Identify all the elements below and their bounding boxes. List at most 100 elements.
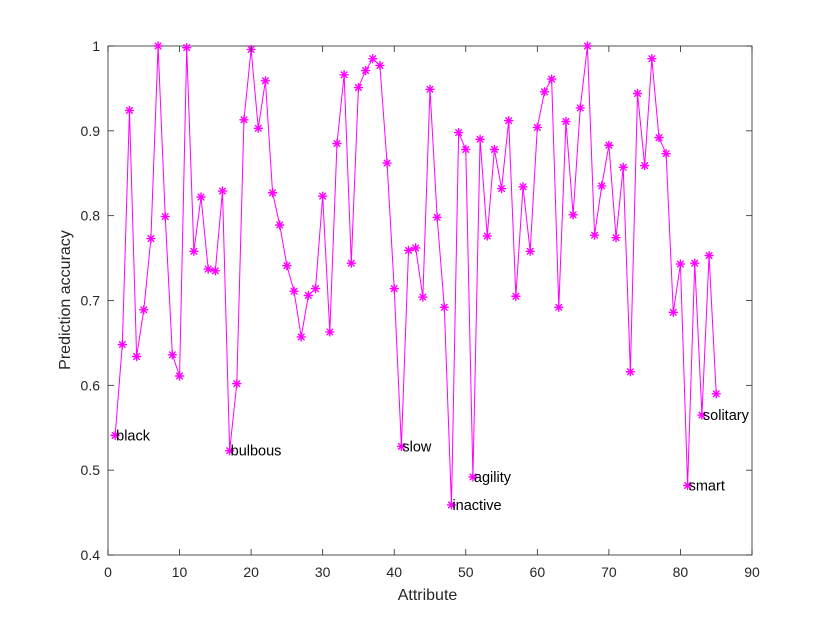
data-point [468,472,478,482]
data-point [546,74,557,84]
data-point [382,158,392,168]
data-point [511,291,521,301]
x-tick-label: 0 [104,564,112,580]
data-point [690,258,700,268]
data-point [396,441,407,452]
data-point [439,302,450,312]
data-point [196,192,206,202]
data-point [160,211,170,222]
y-tick-label: 0.9 [81,123,101,139]
data-point [360,65,371,76]
data-point [217,186,228,196]
x-tick-label: 80 [673,564,689,580]
data-point [131,351,142,362]
data-point [489,144,500,155]
data-point [568,210,578,220]
data-point [639,160,650,171]
data-point [625,367,636,377]
data-point [597,181,607,191]
data-point [461,144,471,155]
data-point [403,245,414,256]
plot-frame [107,45,753,556]
data-point [539,87,550,97]
data-point [182,42,192,53]
data-point [203,264,213,274]
data-point [589,230,600,240]
data-point [167,350,178,360]
data-point [310,283,321,294]
data-point [296,332,306,342]
data-point [697,410,707,420]
data-point [418,292,428,302]
data-point [325,327,335,337]
data-point [317,191,328,201]
x-tick-label: 20 [243,564,259,580]
data-point [146,233,156,244]
x-tick-label: 30 [315,564,331,580]
data-point [139,305,149,315]
data-point [496,183,507,194]
annotation-label: black [116,428,151,444]
data-point [289,286,299,296]
data-point [532,122,543,133]
data-point [561,116,571,127]
data-point [282,261,292,271]
data-point [704,250,714,261]
data-point [518,182,528,192]
data-point [232,378,242,389]
data-point [604,140,614,150]
data-point [410,243,421,253]
data-point [174,371,185,381]
data-point [611,233,621,243]
annotation-label: solitary [703,408,750,424]
y-tick-label: 0.8 [81,208,101,224]
data-point [582,41,593,51]
data-point [453,127,464,138]
data-point [353,82,364,93]
data-point [482,231,492,241]
y-axis-label: Prediction accuracy [57,230,74,370]
x-tick-label: 60 [530,564,546,580]
data-point [675,259,686,269]
x-tick-label: 10 [172,564,188,580]
data-point [110,430,120,441]
x-tick-label: 50 [458,564,474,580]
annotation-layer: black bulbous slow inactive agility smart soli… [116,408,749,514]
data-point [425,84,435,94]
y-tick-label: 0.5 [81,462,101,478]
annotation-label: agility [474,470,512,486]
annotation-label: inactive [452,498,501,514]
data-point [346,258,356,268]
plot-area-box [107,45,753,556]
data-point [554,302,564,312]
data-point [189,246,199,256]
data-point [117,339,128,350]
data-point [332,138,342,149]
annotation-label: slow [402,439,432,455]
annotation-label: bulbous [231,444,282,460]
data-point [124,105,135,116]
y-tick-label: 0.6 [81,377,101,393]
y-tick-label: 0.7 [81,293,101,309]
data-point [267,188,278,198]
series-layer [110,41,721,510]
data-point [682,480,693,491]
data-point [475,134,485,145]
x-tick-label: 90 [744,564,760,580]
data-point [661,149,671,159]
data-point [389,283,399,294]
x-tick-label: 40 [386,564,402,580]
data-point [525,246,535,256]
data-point [647,54,657,64]
data-point [153,41,163,51]
y-tick-label: 1 [92,38,100,54]
data-point [575,103,585,113]
data-point [275,220,285,230]
data-point [260,76,271,86]
data-point [303,290,314,301]
tick-layer: 0 10 20 30 40 50 60 70 80 90 0.4 0.5 0.6 0.7 0.8 0.9 1 [81,38,760,580]
data-point [446,500,457,510]
data-point [668,307,678,318]
data-point [368,54,378,64]
